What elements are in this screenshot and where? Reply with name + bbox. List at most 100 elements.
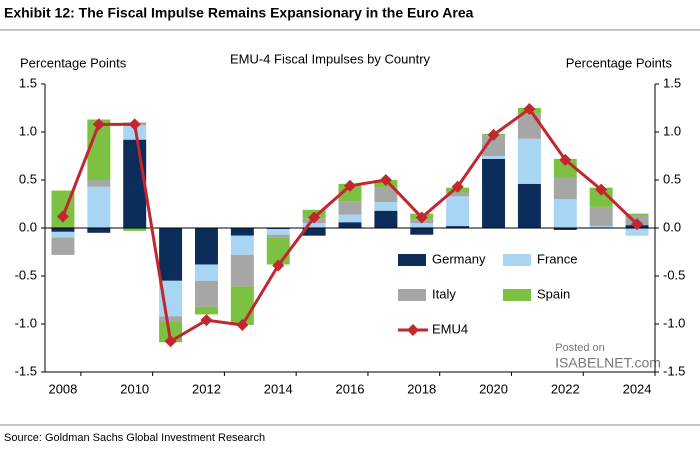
bar (266, 228, 290, 235)
bar (517, 138, 541, 184)
legend-swatch (503, 289, 531, 301)
marker (56, 210, 69, 223)
x-tick-label: 2014 (264, 381, 293, 396)
marker (308, 211, 321, 224)
y-tick-label: -1.5 (15, 363, 37, 378)
y2-tick-label: -0.5 (663, 267, 685, 282)
bar (159, 228, 183, 281)
y2-tick-label: 0.0 (663, 219, 681, 234)
bar (338, 222, 362, 228)
legend-marker (407, 324, 419, 336)
marker (92, 118, 105, 131)
marker (523, 102, 536, 115)
bar (51, 237, 75, 255)
y-tick-label: -1.0 (15, 315, 37, 330)
bar (410, 223, 434, 228)
y-tick-label: 0.0 (19, 219, 37, 234)
bar (625, 213, 649, 216)
legend-label: Germany (432, 251, 486, 266)
bar (123, 139, 147, 228)
legend-swatch (398, 254, 426, 266)
bar (87, 186, 111, 228)
marker (379, 174, 392, 186)
bar (87, 228, 111, 233)
marker (344, 179, 356, 192)
bar (374, 210, 398, 228)
bar (123, 228, 147, 231)
y2-axis-label: Percentage Points (566, 55, 673, 70)
y2-tick-label: 1.0 (663, 123, 681, 138)
bar (230, 235, 254, 255)
x-tick-label: 2010 (120, 381, 149, 396)
x-tick-label: 2018 (407, 381, 436, 396)
chart-title: Exhibit 12: The Fiscal Impulse Remains E… (4, 5, 474, 21)
bar (51, 231, 75, 238)
watermark: ISABELNET.com (555, 355, 661, 371)
y2-tick-label: 0.5 (663, 171, 681, 186)
bar (302, 223, 326, 228)
bar (374, 187, 398, 203)
y-tick-label: 1.5 (19, 75, 37, 90)
bar (194, 264, 218, 281)
bar (482, 156, 506, 159)
source: Source: Goldman Sachs Global Investment … (4, 432, 265, 444)
legend-label: Italy (432, 286, 456, 301)
bar (482, 158, 506, 228)
bar (87, 180, 111, 187)
bar (230, 254, 254, 287)
bar (625, 228, 649, 236)
x-tick-label: 2012 (192, 381, 221, 396)
bar (194, 306, 218, 315)
marker (164, 335, 177, 348)
y-tick-label: 1.0 (19, 123, 37, 138)
bar (517, 113, 541, 139)
legend-label: EMU4 (432, 321, 468, 336)
bar (302, 228, 326, 236)
marker (631, 218, 644, 231)
y2-tick-label: -1.5 (663, 363, 685, 378)
bar (446, 192, 470, 197)
bar (589, 226, 613, 228)
bar (446, 196, 470, 227)
bar (194, 228, 218, 265)
marker (236, 318, 249, 331)
bar (51, 228, 75, 232)
y-axis-label: Percentage Points (20, 55, 127, 70)
y-tick-label: -0.5 (15, 267, 37, 282)
chart-subtitle: EMU-4 Fiscal Impulses by Country (230, 51, 431, 66)
bar (553, 199, 577, 228)
marker (272, 259, 285, 272)
legend-label: Spain (537, 286, 570, 301)
marker (487, 128, 500, 141)
bar (338, 183, 362, 202)
bar (410, 228, 434, 235)
bar (338, 214, 362, 223)
bar (553, 178, 577, 200)
x-tick-label: 2024 (623, 381, 652, 396)
bar (517, 183, 541, 228)
x-tick-label: 2016 (336, 381, 365, 396)
marker (595, 183, 608, 196)
y2-tick-label: 1.5 (663, 75, 681, 90)
legend-label: France (537, 251, 577, 266)
marker (559, 153, 572, 166)
marker (128, 118, 141, 131)
marker (415, 211, 428, 224)
y-tick-label: 0.5 (19, 171, 37, 186)
bar (446, 226, 470, 228)
bar (159, 316, 183, 322)
bar (87, 119, 111, 180)
bar (338, 201, 362, 215)
legend-swatch (503, 254, 531, 266)
bar (589, 187, 613, 207)
bar (266, 234, 290, 238)
bar (374, 202, 398, 211)
bar (553, 228, 577, 230)
bar (194, 280, 218, 307)
legend-swatch (398, 289, 426, 301)
x-tick-label: 2022 (551, 381, 580, 396)
marker (200, 314, 213, 327)
watermark: Posted on (555, 342, 605, 354)
y2-tick-label: -1.0 (663, 315, 685, 330)
